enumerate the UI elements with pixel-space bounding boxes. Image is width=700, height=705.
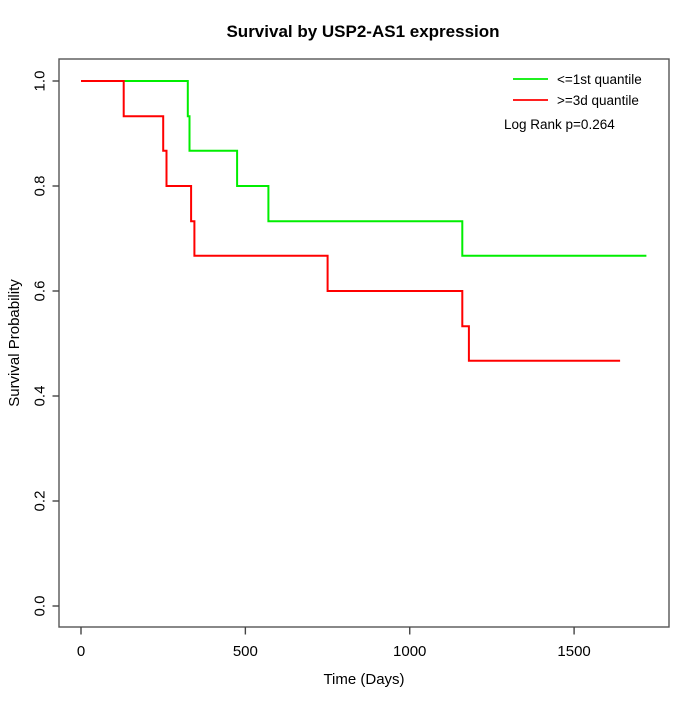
x-axis-title: Time (Days) bbox=[323, 671, 404, 688]
x-tick-label: 1500 bbox=[557, 643, 590, 660]
y-tick-label: 0.4 bbox=[32, 386, 49, 407]
legend: <=1st quantile >=3d quantile Log Rank p=… bbox=[504, 72, 642, 132]
legend-label-low-expression: <=1st quantile bbox=[557, 72, 642, 87]
x-axis-ticks: 0 500 1000 1500 bbox=[77, 627, 591, 660]
x-tick-label: 0 bbox=[77, 643, 85, 660]
y-tick-label: 1.0 bbox=[32, 71, 49, 92]
y-axis-ticks: 0.0 0.2 0.4 0.6 0.8 1.0 bbox=[32, 71, 59, 617]
x-tick-label: 500 bbox=[233, 643, 258, 660]
y-tick-label: 0.8 bbox=[32, 176, 49, 197]
pvalue-annotation: Log Rank p=0.264 bbox=[504, 117, 615, 132]
y-axis-title: Survival Probability bbox=[6, 279, 23, 407]
survival-curves bbox=[81, 80, 647, 362]
y-tick-label: 0.0 bbox=[32, 596, 49, 617]
survival-curve-1 bbox=[81, 80, 621, 362]
y-tick-label: 0.2 bbox=[32, 491, 49, 512]
legend-label-high-expression: >=3d quantile bbox=[557, 93, 639, 108]
survival-curve-0 bbox=[81, 80, 647, 257]
chart-title: Survival by USP2-AS1 expression bbox=[226, 22, 499, 41]
x-tick-label: 1000 bbox=[393, 643, 426, 660]
plot-border bbox=[58, 58, 670, 628]
y-tick-label: 0.6 bbox=[32, 281, 49, 302]
